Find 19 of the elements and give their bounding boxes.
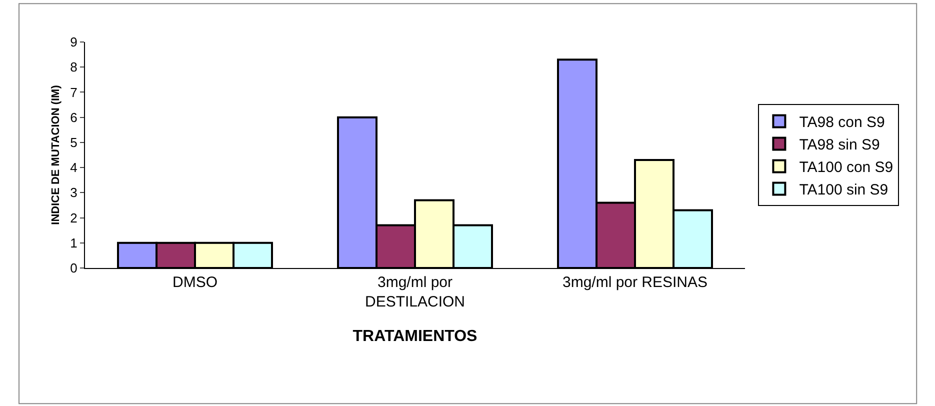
y-tick-label: 7: [70, 84, 78, 100]
x-axis-title: TRATAMIENTOS: [352, 328, 478, 346]
x-tick-label: 3mg/ml por RESINAS: [562, 274, 708, 291]
y-tick-label: 6: [70, 110, 78, 125]
legend-label: TA98 sin S9: [799, 136, 880, 154]
y-tick-label: 3: [70, 185, 78, 200]
x-tick-label: DMSO: [172, 274, 218, 291]
legend-label: TA100 con S9: [799, 159, 894, 176]
y-tick-label: 4: [70, 160, 78, 176]
legend-label: TA100 sin S9: [799, 182, 888, 199]
y-tick-label: 5: [70, 134, 78, 150]
x-tick-label: 3mg/ml por DESTILACION: [364, 274, 466, 310]
legend-label: TA98 con S9: [799, 114, 885, 132]
y-tick-label: 2: [70, 210, 78, 226]
y-tick-label: 1: [70, 235, 78, 250]
y-tick-label: 0: [70, 260, 78, 276]
y-tick-label: 9: [70, 34, 78, 50]
y-tick-label: 8: [70, 60, 78, 75]
y-axis-title: INDICE DE MUTACION (IM): [50, 84, 62, 225]
